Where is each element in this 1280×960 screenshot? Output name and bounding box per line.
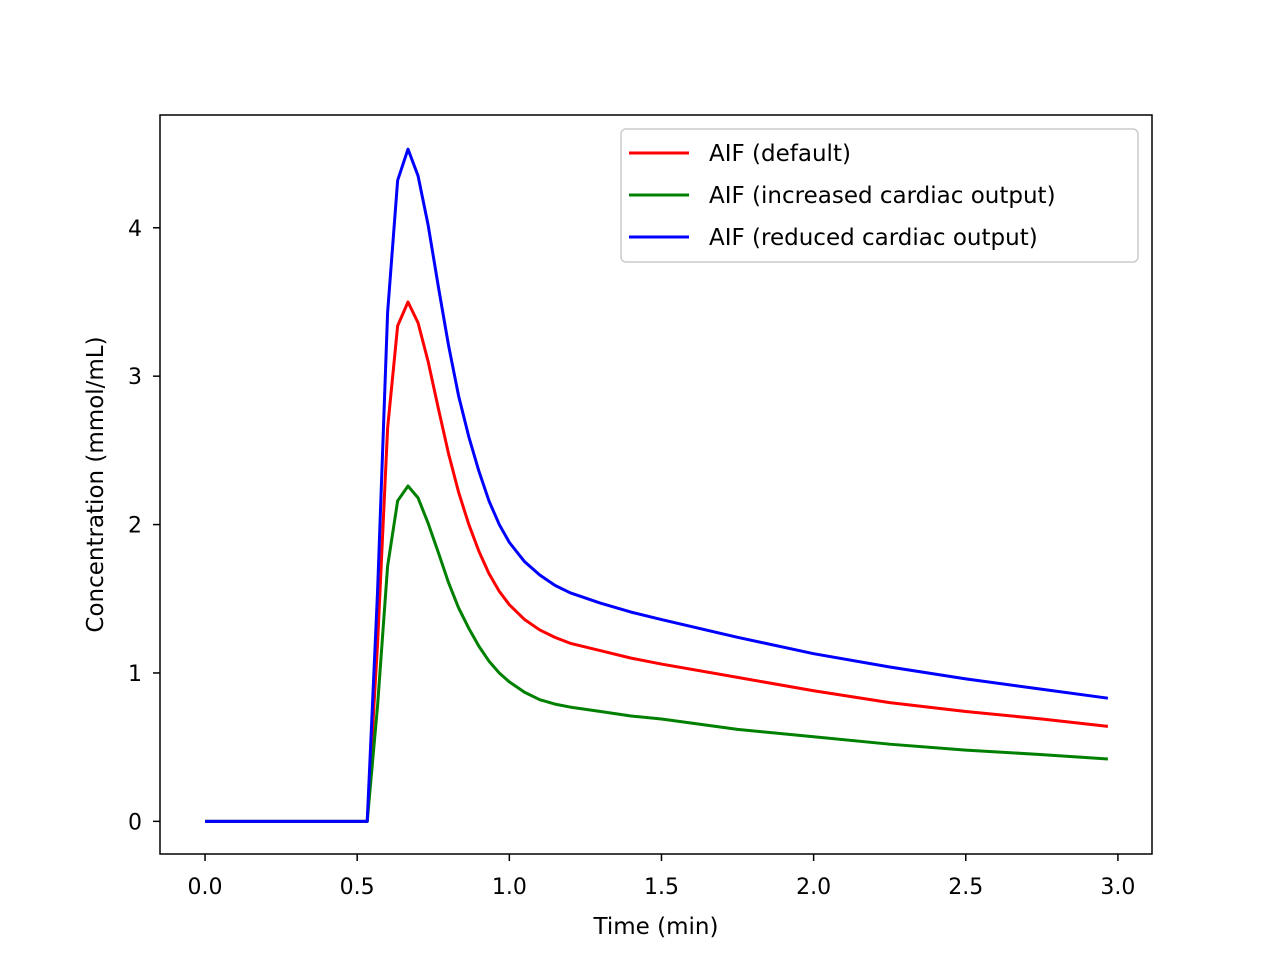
legend-label-2: AIF (reduced cardiac output) — [709, 225, 1038, 251]
y-tick-label: 4 — [128, 217, 142, 242]
plot-frame — [159, 114, 1153, 855]
y-tick-label: 3 — [128, 365, 142, 390]
legend-box — [620, 128, 1139, 263]
legend-label-1: AIF (increased cardiac output) — [709, 183, 1056, 209]
x-tick-label: 0.5 — [340, 875, 375, 900]
x-tick-label: 1.5 — [644, 875, 679, 900]
legend: AIF (default) AIF (increased cardiac outp… — [620, 128, 1139, 263]
x-axis-label: Time (min) — [593, 914, 719, 940]
x-tick-label: 2.0 — [796, 875, 831, 900]
series-line-2 — [205, 147, 1109, 823]
x-tick-label: 1.0 — [492, 875, 527, 900]
y-axis-label: Concentration (mmol/mL) — [83, 336, 109, 632]
legend-label-0: AIF (default) — [709, 141, 851, 167]
y-tick-label: 1 — [128, 662, 142, 687]
x-tick-label: 3.0 — [1100, 875, 1135, 900]
series-line-0 — [205, 300, 1109, 823]
y-axis-ticks: 0 1 2 3 4 — [128, 217, 160, 835]
legend-items: AIF (default) AIF (increased cardiac outp… — [629, 141, 1056, 251]
x-axis-ticks: 0.0 0.5 1.0 1.5 2.0 2.5 3.0 — [188, 854, 1135, 900]
x-tick-label: 0.0 — [188, 875, 223, 900]
series-line-1 — [205, 484, 1108, 823]
y-tick-label: 0 — [128, 810, 142, 835]
y-tick-label: 2 — [128, 514, 142, 539]
series-layer — [205, 147, 1109, 823]
x-tick-label: 2.5 — [948, 875, 983, 900]
